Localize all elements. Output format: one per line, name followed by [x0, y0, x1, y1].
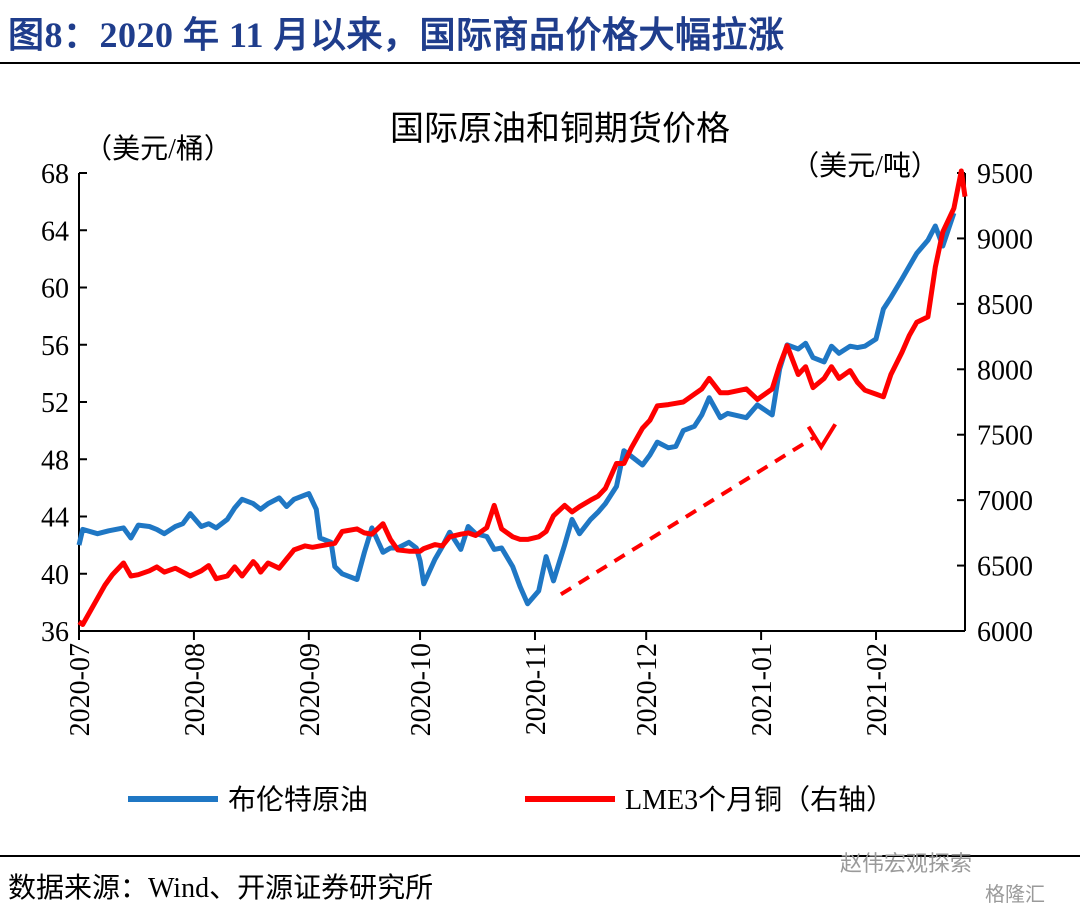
y-right-tick-label: 9500 — [977, 159, 1033, 190]
x-tick-label: 2021-01 — [747, 643, 778, 736]
y-left-tick-label: 68 — [41, 159, 69, 190]
watermark: 赵伟宏观探索 — [840, 852, 973, 877]
x-tick-label: 2021-02 — [862, 643, 893, 736]
y-right-tick-label: 7500 — [977, 421, 1033, 452]
y-left-tick-label: 60 — [41, 274, 69, 305]
chart-title: 国际原油和铜期货价格 — [390, 110, 730, 148]
x-tick-label: 2020-10 — [406, 643, 437, 736]
y-left-tick-label: 48 — [41, 445, 69, 476]
y-axis-right-label: （美元/吨） — [791, 150, 939, 182]
trend-arrow-shaft — [559, 435, 816, 597]
x-tick-label: 2020-11 — [521, 643, 552, 735]
y-right-tick-label: 6500 — [977, 552, 1033, 583]
y-right-tick-label: 7000 — [977, 486, 1033, 517]
y-left-tick-label: 64 — [41, 216, 69, 247]
bottom-rule — [0, 855, 1080, 857]
y-right-tick-label: 6000 — [977, 617, 1033, 648]
y-left-tick-label: 44 — [41, 503, 69, 534]
x-tick-label: 2020-08 — [180, 643, 211, 736]
x-tick-label: 2020-09 — [295, 643, 326, 736]
legend: 布伦特原油 LME3个月铜（右轴） — [128, 784, 894, 816]
watermark-logo: 格隆汇 — [985, 882, 1045, 906]
y-right-tick-label: 8000 — [977, 355, 1033, 386]
legend-label-copper: LME3个月铜（右轴） — [625, 784, 894, 816]
x-tick-label: 2020-12 — [632, 643, 663, 736]
y-left-tick-label: 40 — [41, 560, 69, 591]
source-note: 数据来源：Wind、开源证券研究所 — [8, 873, 434, 904]
series-layer — [76, 168, 968, 627]
series-line-brent — [76, 212, 957, 607]
y-left-tick-label: 52 — [41, 388, 69, 419]
y-right-tick-label: 8500 — [977, 290, 1033, 321]
trend-arrow-head — [806, 423, 837, 451]
legend-label-brent: 布伦特原油 — [228, 784, 368, 816]
series-line-copper — [77, 168, 968, 627]
figure-title: 图8：2020 年 11 月以来，国际商品价格大幅拉涨 — [8, 15, 785, 55]
x-tick-label: 2020-07 — [65, 643, 96, 736]
top-rule — [0, 62, 1080, 64]
y-right-tick-label: 9000 — [977, 224, 1033, 255]
chart: 国际原油和铜期货价格 （美元/桶） （美元/吨） 36 40 44 48 52 56 60 6… — [41, 110, 1033, 816]
y-left-tick-label: 56 — [41, 331, 69, 362]
y-axis-left-label: （美元/桶） — [84, 133, 232, 165]
y-left-tick-label: 36 — [41, 617, 69, 648]
annotation-layer — [559, 423, 837, 597]
axes: 36 40 44 48 52 56 60 64 68 6000 6500 7000 7500 8000 85… — [41, 159, 1033, 736]
